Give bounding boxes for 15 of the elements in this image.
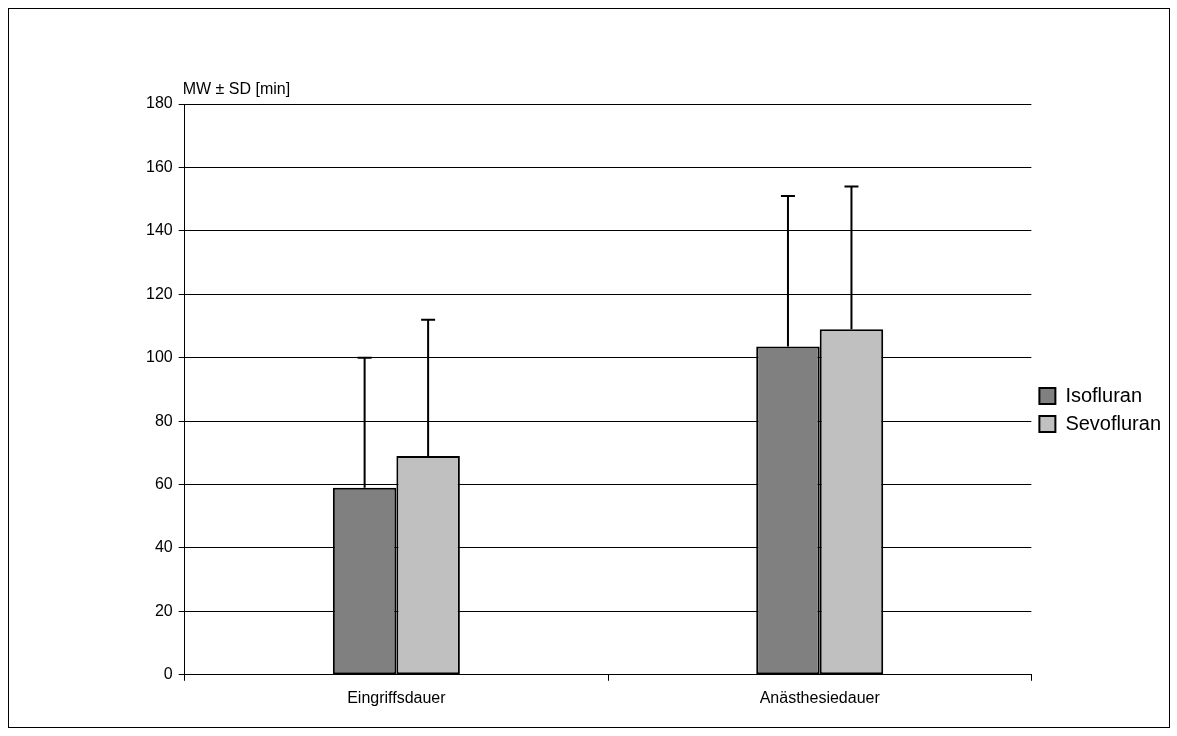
- y-tick-label: 180: [145, 94, 173, 112]
- y-tick-label: 100: [145, 348, 173, 366]
- y-tick-label: 120: [145, 284, 173, 302]
- y-tick-label: 160: [145, 157, 173, 175]
- y-tick-label: 0: [163, 665, 173, 683]
- y-axis-title: MW ± SD [min]: [182, 80, 291, 98]
- y-tick-label: 60: [154, 474, 173, 492]
- y-tick-label: 80: [154, 411, 173, 429]
- x-tick-label: Anästhesiedauer: [759, 688, 881, 706]
- y-tick-label: 20: [154, 601, 173, 619]
- x-tick-label: Eingriffsdauer: [347, 688, 447, 706]
- legend-label: Isofluran: [1065, 383, 1143, 406]
- legend-label: Sevofluran: [1065, 411, 1162, 434]
- y-tick-label: 140: [145, 221, 173, 239]
- y-tick-label: 40: [154, 538, 173, 556]
